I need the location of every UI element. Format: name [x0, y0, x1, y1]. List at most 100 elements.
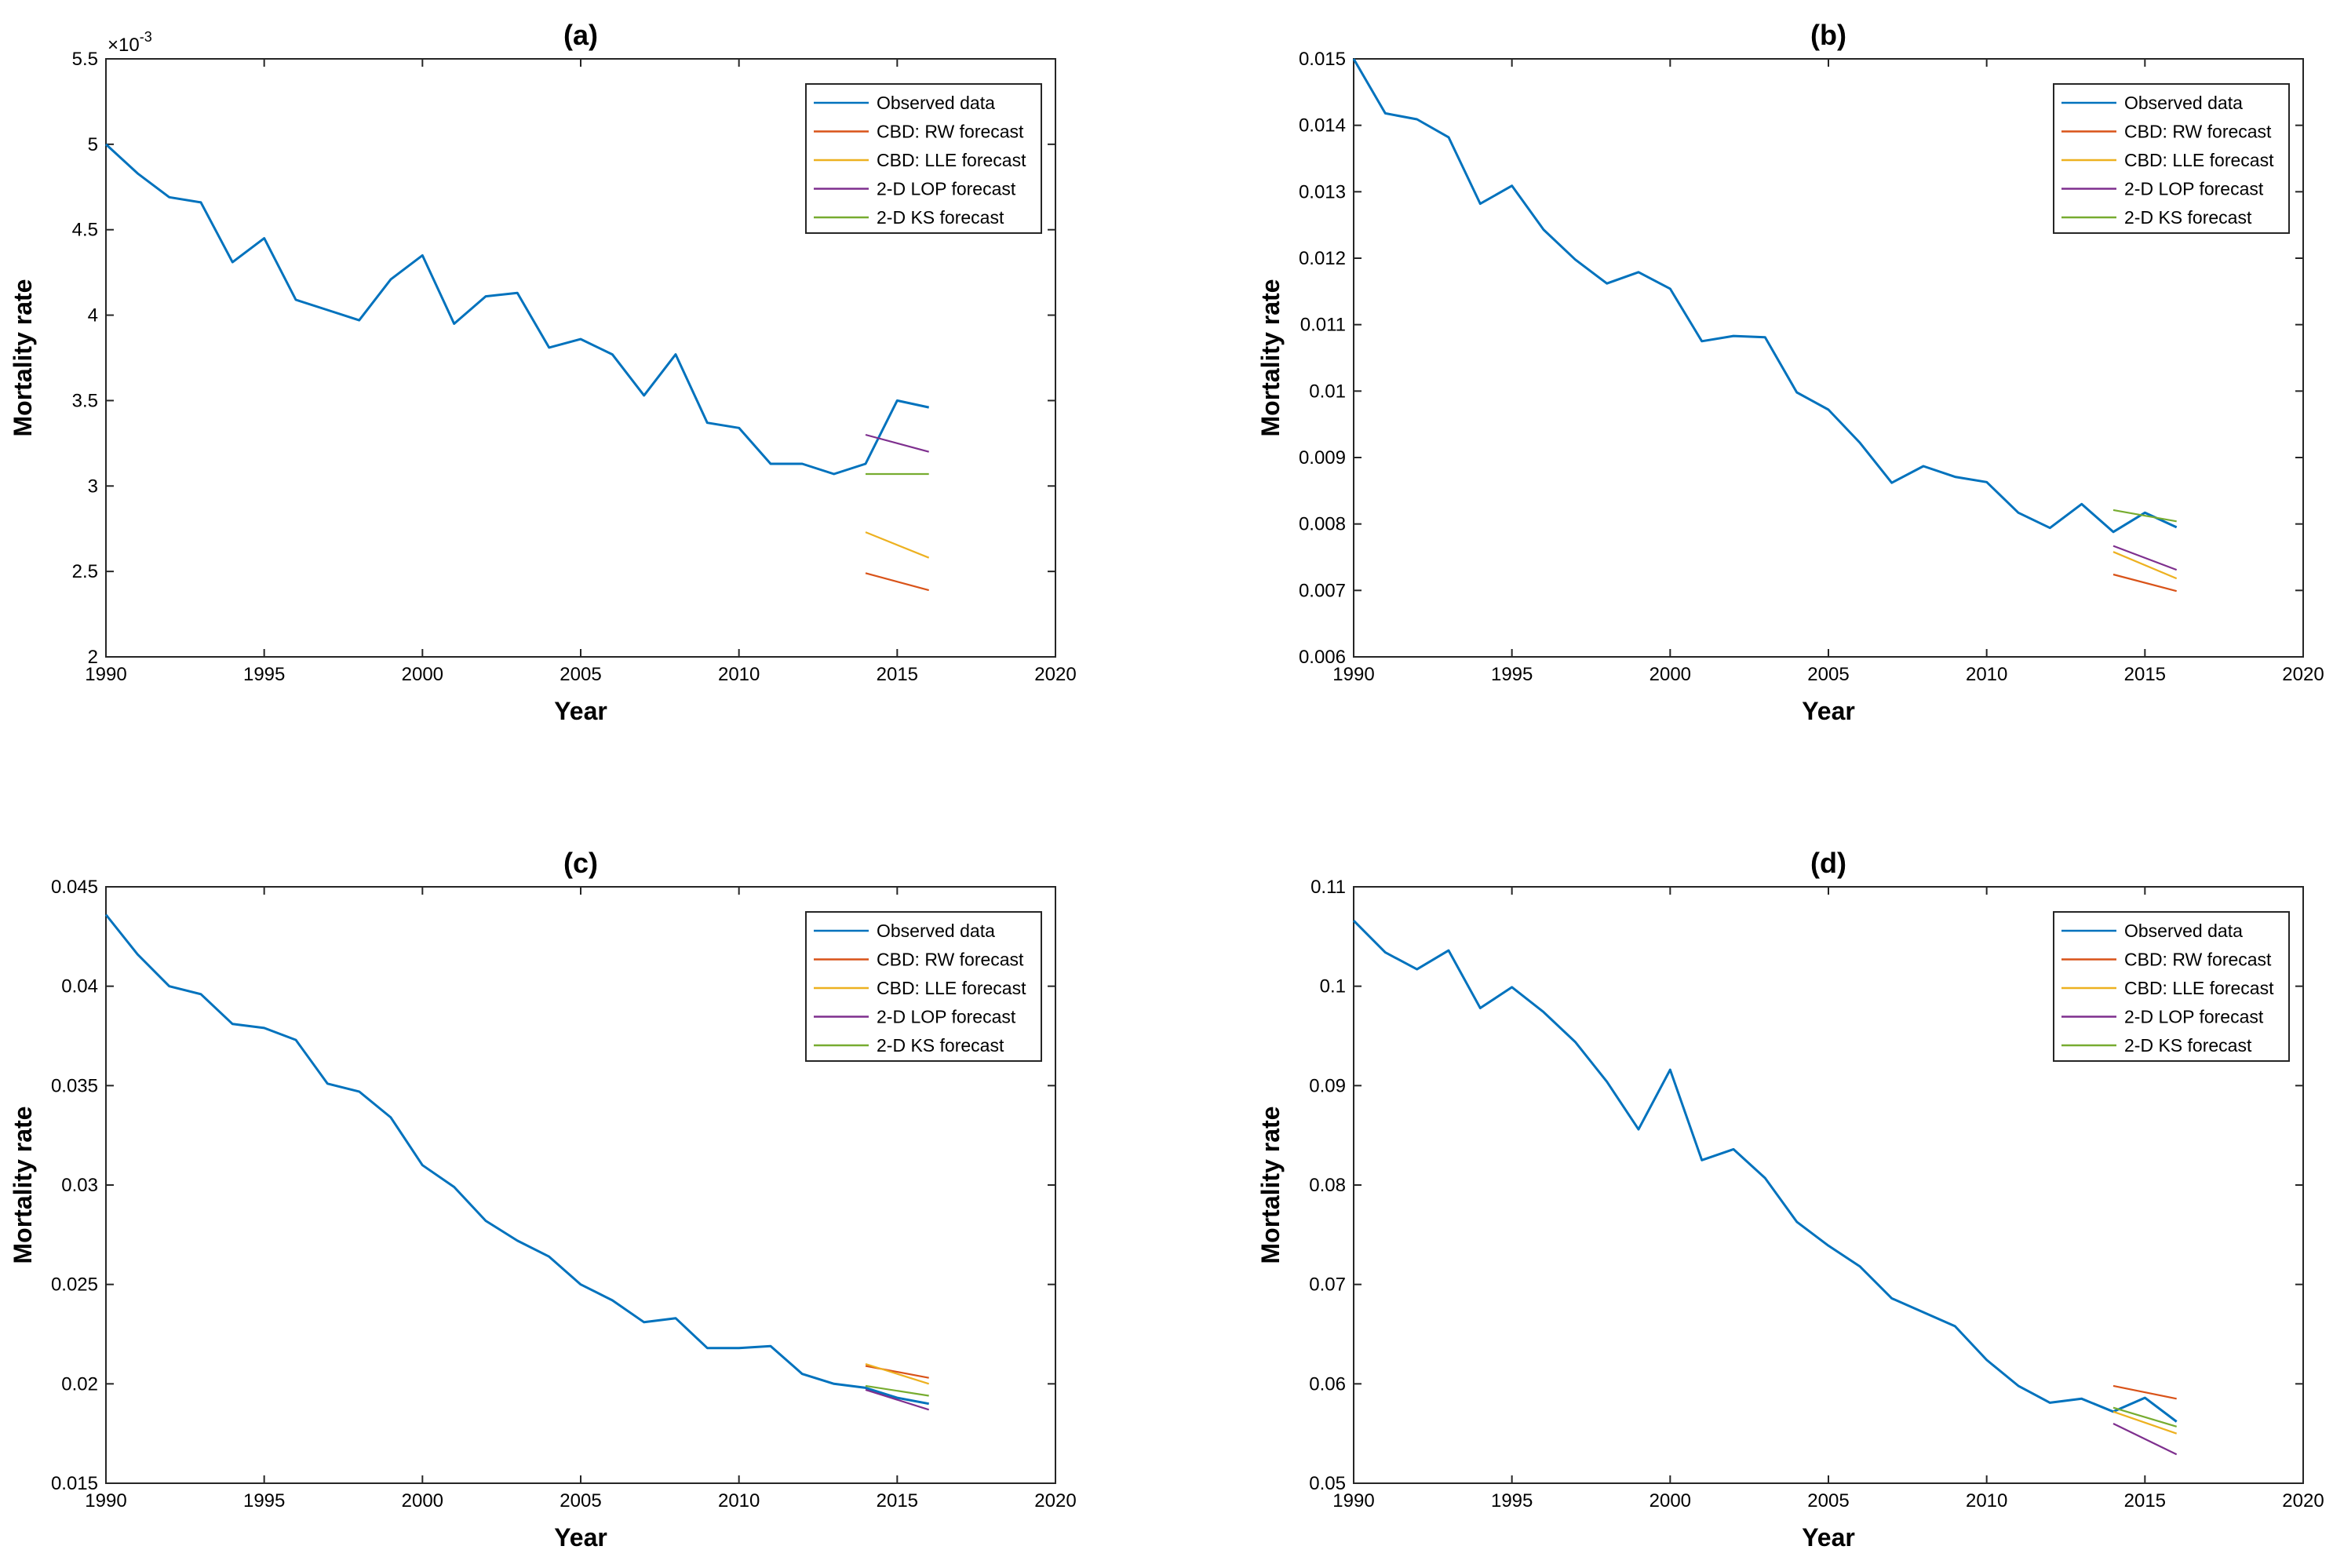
y-tick-label: 0.04: [61, 976, 98, 997]
x-tick-label: 2020: [2282, 664, 2324, 685]
series-line-observed-data: [1352, 920, 2178, 1423]
legend-entry: CBD: LLE forecast: [877, 978, 1026, 998]
legend-entry: CBD: RW forecast: [2124, 950, 2272, 970]
legend-entry: 2-D LOP forecast: [2124, 179, 2264, 199]
chart-title: (a): [563, 19, 598, 51]
x-tick-label: 2015: [877, 664, 918, 685]
series-line-2-d-ks-forecast: [2112, 1406, 2178, 1428]
y-axis-label: Mortality rate: [9, 279, 37, 437]
y-tick-label: 0.08: [1309, 1175, 1346, 1196]
x-tick-label: 2010: [1966, 1490, 2007, 1511]
chart-title: (d): [1810, 847, 1846, 879]
series-line-2-d-lop-forecast: [2112, 1423, 2178, 1456]
y-tick-label: 0.015: [1299, 49, 1346, 70]
y-tick-label: 0.009: [1299, 447, 1346, 469]
legend: Observed data CBD: RW forecast CBD: LLE fo…: [2053, 83, 2290, 234]
x-tick-label: 2015: [2124, 1490, 2166, 1511]
legend-entry: 2-D LOP forecast: [877, 1007, 1016, 1027]
legend: Observed data CBD: RW forecast CBD: LLE fo…: [805, 83, 1042, 234]
x-axis-label: Year: [1802, 1523, 1855, 1552]
y-tick-label: 3.5: [72, 390, 98, 411]
y-tick-label: 0.035: [51, 1075, 98, 1096]
series-line-2-d-lop-forecast: [2112, 545, 2178, 571]
legend-entry: Observed data: [877, 921, 995, 941]
series-line-2-d-lop-forecast: [865, 1388, 930, 1411]
x-tick-label: 2005: [560, 664, 601, 685]
y-tick-label: 0.02: [61, 1373, 98, 1395]
legend-entry: 2-D KS forecast: [877, 207, 1004, 228]
x-tick-label: 2000: [1650, 664, 1691, 685]
y-tick-label: 0.006: [1299, 647, 1346, 668]
y-tick-label: 0.06: [1309, 1373, 1346, 1395]
y-tick-label: 0.045: [51, 877, 98, 898]
series-line-2-d-lop-forecast: [865, 433, 929, 453]
legend: Observed data CBD: RW forecast CBD: LLE fo…: [2053, 911, 2290, 1062]
y-tick-label: 0.012: [1299, 248, 1346, 269]
y-scale-exponent-sup: -3: [140, 29, 152, 45]
x-tick-label: 2015: [2124, 664, 2166, 685]
x-tick-label: 1995: [243, 1490, 285, 1511]
y-tick-label: 5.5: [72, 49, 98, 70]
panel-a: (a) 1990 1995 2000 2005 2010 2015 2020 2 2.5 3 3.5 4…: [9, 19, 1077, 725]
y-tick-label: 0.03: [61, 1175, 98, 1196]
x-axis-label: Year: [1802, 697, 1855, 725]
x-tick-label: 2010: [718, 664, 760, 685]
panel-d: (d) 1990 1995 2000 2005 2010 2015 2020 0.05 0.06 0…: [1256, 847, 2324, 1552]
y-axis-label: Mortality rate: [1256, 1107, 1285, 1264]
y-tick-label: 4.5: [72, 220, 98, 241]
y-scale-exponent: ×10-3: [108, 29, 152, 56]
y-tick-label: 0.013: [1299, 181, 1346, 202]
y-tick-label: 0.07: [1309, 1274, 1346, 1296]
legend-entry: CBD: LLE forecast: [2124, 978, 2274, 998]
y-tick-label: 0.05: [1309, 1473, 1346, 1494]
y-tick-label: 0.014: [1299, 115, 1346, 137]
legend-box: [805, 83, 1042, 234]
series-line-observed-data: [1352, 58, 2178, 534]
chart-title: (c): [563, 847, 598, 879]
y-tick-label: 3: [88, 476, 98, 497]
legend-entry: CBD: LLE forecast: [877, 150, 1026, 170]
legend-entry: CBD: RW forecast: [877, 950, 1024, 970]
legend-entry: 2-D KS forecast: [2124, 1035, 2252, 1056]
legend-entry: 2-D LOP forecast: [2124, 1007, 2264, 1027]
x-tick-label: 2020: [1034, 664, 1076, 685]
legend-entry: CBD: LLE forecast: [2124, 150, 2274, 170]
y-tick-label: 0.007: [1299, 580, 1346, 601]
x-tick-label: 2005: [1807, 664, 1849, 685]
y-axis-label: Mortality rate: [1256, 279, 1285, 437]
y-tick-label: 0.1: [1320, 976, 1346, 997]
series-line-2-d-ks-forecast: [865, 1384, 929, 1397]
series-line-2-d-ks-forecast: [2112, 509, 2177, 523]
series-line-observed-data: [104, 913, 929, 1406]
legend: Observed data CBD: RW forecast CBD: LLE fo…: [805, 911, 1042, 1062]
legend-box: [805, 911, 1042, 1062]
x-tick-label: 2005: [1807, 1490, 1849, 1511]
chart-title: (b): [1810, 19, 1846, 51]
legend-entry: 2-D LOP forecast: [877, 179, 1016, 199]
x-tick-label: 2020: [1034, 1490, 1076, 1511]
x-tick-label: 1990: [85, 1490, 126, 1511]
series-line-cbd-rw-forecast: [865, 572, 929, 592]
x-tick-label: 1990: [1332, 1490, 1374, 1511]
y-tick-label: 2.5: [72, 561, 98, 582]
x-tick-label: 1990: [1332, 664, 1374, 685]
x-tick-label: 1995: [1491, 1490, 1533, 1511]
legend-entry: Observed data: [877, 93, 995, 113]
x-tick-label: 2010: [718, 1490, 760, 1511]
x-tick-label: 2020: [2282, 1490, 2324, 1511]
series-line-cbd-rw-forecast: [2112, 573, 2177, 593]
legend-entry: CBD: RW forecast: [877, 122, 1024, 142]
series-line-cbd-lle-forecast: [865, 1362, 930, 1385]
legend-box: [2053, 83, 2290, 234]
y-tick-label: 0.01: [1309, 381, 1346, 402]
y-tick-label: 0.008: [1299, 514, 1346, 535]
y-tick-label: 0.11: [1310, 877, 1346, 898]
x-tick-label: 2000: [1650, 1490, 1691, 1511]
series-line-cbd-lle-forecast: [2112, 551, 2178, 580]
panel-b: (b) 1990 1995 2000 2005 2010 2015 2020 0.006 0.00…: [1256, 19, 2324, 725]
y-tick-label: 0.09: [1309, 1075, 1346, 1096]
x-tick-label: 1995: [243, 664, 285, 685]
legend-entry: 2-D KS forecast: [877, 1035, 1004, 1056]
y-tick-label: 2: [88, 647, 98, 668]
